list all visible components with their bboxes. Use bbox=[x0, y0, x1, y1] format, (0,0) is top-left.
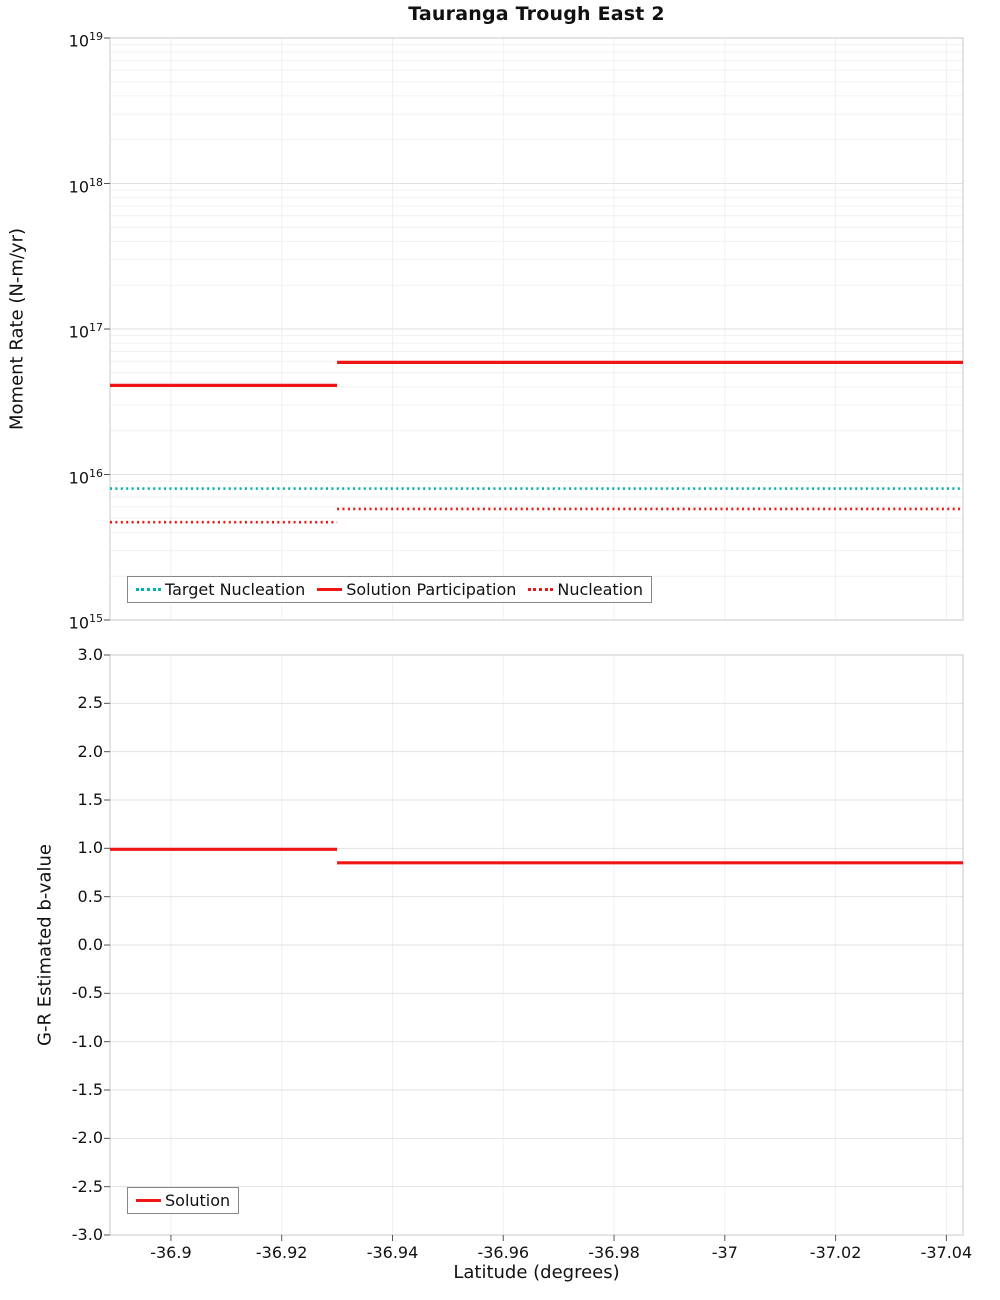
series-moment-rate bbox=[110, 360, 963, 524]
gridlines-moment-rate bbox=[110, 38, 963, 620]
series-b-value bbox=[110, 847, 963, 865]
axis-ticks-moment-rate bbox=[104, 37, 110, 621]
gridlines-b-value bbox=[110, 655, 963, 1235]
axis-ticks-b-value bbox=[104, 654, 947, 1241]
